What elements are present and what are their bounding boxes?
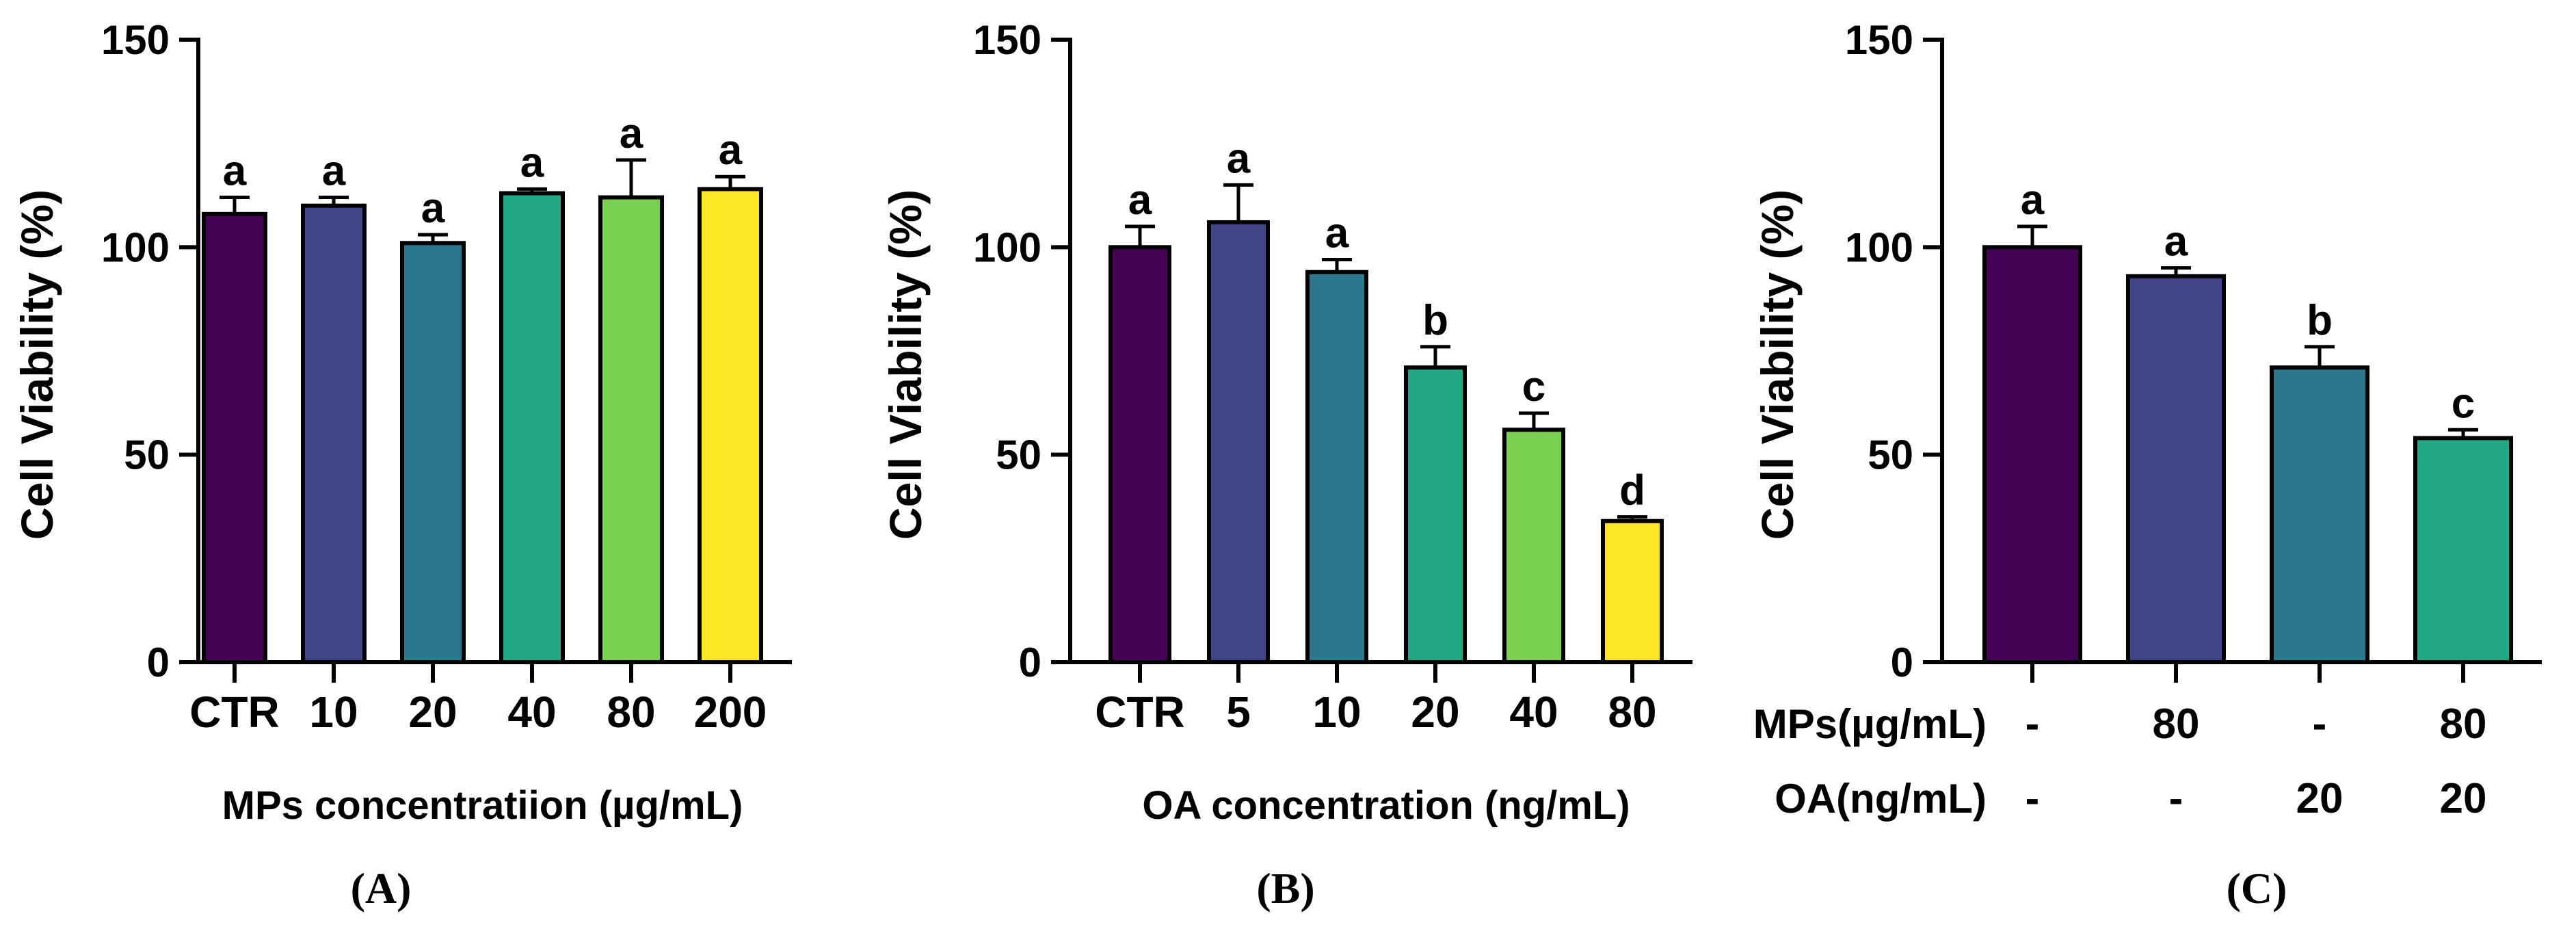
significance-letter: d [1619, 467, 1645, 514]
factor-value: - [2026, 775, 2040, 822]
bar-1 [202, 211, 267, 664]
bar-3 [400, 241, 466, 664]
panel-label: (C) [2227, 864, 2287, 913]
bar-4 [2413, 436, 2513, 665]
bar-1 [1108, 245, 1171, 665]
bar-3 [1305, 270, 1368, 664]
bar-2 [2126, 274, 2226, 664]
x-tick-label: 20 [1411, 687, 1459, 737]
panel-label: (B) [1256, 864, 1314, 913]
chart-panel-2: 0 50 100 150 Cell Viability (%) a CTR a 5 a 10 b 20 c… [880, 17, 1692, 913]
x-tick-label: 40 [1509, 687, 1558, 737]
factor-value: - [2026, 700, 2040, 748]
y-tick-label: 50 [1868, 432, 1913, 478]
y-tick-label: 150 [1845, 17, 1913, 63]
factor-row-label: OA(ng/mL) [1775, 776, 1987, 822]
bar-3 [2270, 365, 2369, 664]
factor-value: - [2169, 775, 2183, 822]
significance-letter: a [421, 185, 445, 232]
chart-panel-1: 0 50 100 150 Cell Viability (%) a CTR a 10 a 20 a 40… [12, 17, 792, 913]
y-tick-label: 150 [973, 17, 1041, 63]
x-tick-label: 5 [1226, 687, 1251, 737]
x-axis-label: OA concentration (ng/mL) [1142, 783, 1630, 828]
y-tick-label: 100 [973, 224, 1041, 270]
significance-letter: c [2452, 380, 2475, 427]
significance-letter: a [719, 127, 743, 174]
bar-5 [598, 195, 664, 664]
bar-6 [698, 187, 763, 664]
bar-2 [301, 203, 367, 664]
x-tick-label: 80 [607, 687, 655, 737]
y-tick-label: 100 [1845, 224, 1913, 270]
factor-value: 20 [2440, 775, 2487, 822]
y-axis-label: Cell Viability (%) [1752, 189, 1803, 540]
bar-5 [1502, 428, 1565, 664]
factor-row-label: MPs(µg/mL) [1753, 701, 1987, 747]
significance-letter: a [322, 148, 346, 195]
bar-4 [1404, 365, 1467, 664]
significance-letter: a [1227, 135, 1251, 182]
y-tick-label: 0 [1891, 640, 1913, 685]
x-tick-label: 20 [408, 687, 457, 737]
significance-letter: a [223, 148, 247, 195]
significance-letter: b [2307, 297, 2333, 344]
y-tick-label: 50 [996, 432, 1041, 478]
significance-letter: a [2164, 218, 2188, 265]
x-tick-label: CTR [1095, 687, 1185, 737]
y-tick-label: 100 [101, 224, 170, 270]
x-tick-label: 40 [507, 687, 556, 737]
significance-letter: a [620, 110, 643, 157]
bar-1 [1982, 245, 2082, 665]
y-axis-label: Cell Viability (%) [880, 189, 931, 540]
bar-2 [1207, 220, 1270, 664]
factor-value: 20 [2296, 775, 2343, 822]
x-tick-label: 10 [309, 687, 358, 737]
significance-letter: b [1422, 297, 1448, 344]
x-tick-label: 200 [694, 687, 767, 737]
y-tick-label: 0 [1019, 640, 1041, 685]
bar-4 [499, 191, 565, 664]
x-tick-label: CTR [189, 687, 280, 737]
significance-letter: c [1522, 363, 1545, 410]
significance-letter: a [2021, 176, 2045, 224]
y-tick-label: 0 [147, 640, 170, 685]
x-axis-label: MPs concentratiion (µg/mL) [222, 783, 743, 828]
significance-letter: a [520, 139, 544, 186]
x-tick-label: 80 [1608, 687, 1656, 737]
bar-6 [1601, 519, 1664, 664]
factor-value: 80 [2440, 700, 2487, 748]
significance-letter: a [1128, 176, 1152, 224]
y-axis-label: Cell Viability (%) [12, 189, 62, 540]
significance-letter: a [1325, 210, 1349, 257]
x-tick-label: 10 [1312, 687, 1361, 737]
y-tick-label: 50 [124, 432, 170, 478]
factor-value: - [2313, 700, 2327, 748]
chart-panel-3: 0 50 100 150 Cell Viability (%) a a b c MPs(µg/mL… [1752, 17, 2542, 913]
panel-label: (A) [351, 864, 412, 913]
factor-value: 80 [2153, 700, 2200, 748]
y-tick-label: 150 [101, 17, 170, 63]
